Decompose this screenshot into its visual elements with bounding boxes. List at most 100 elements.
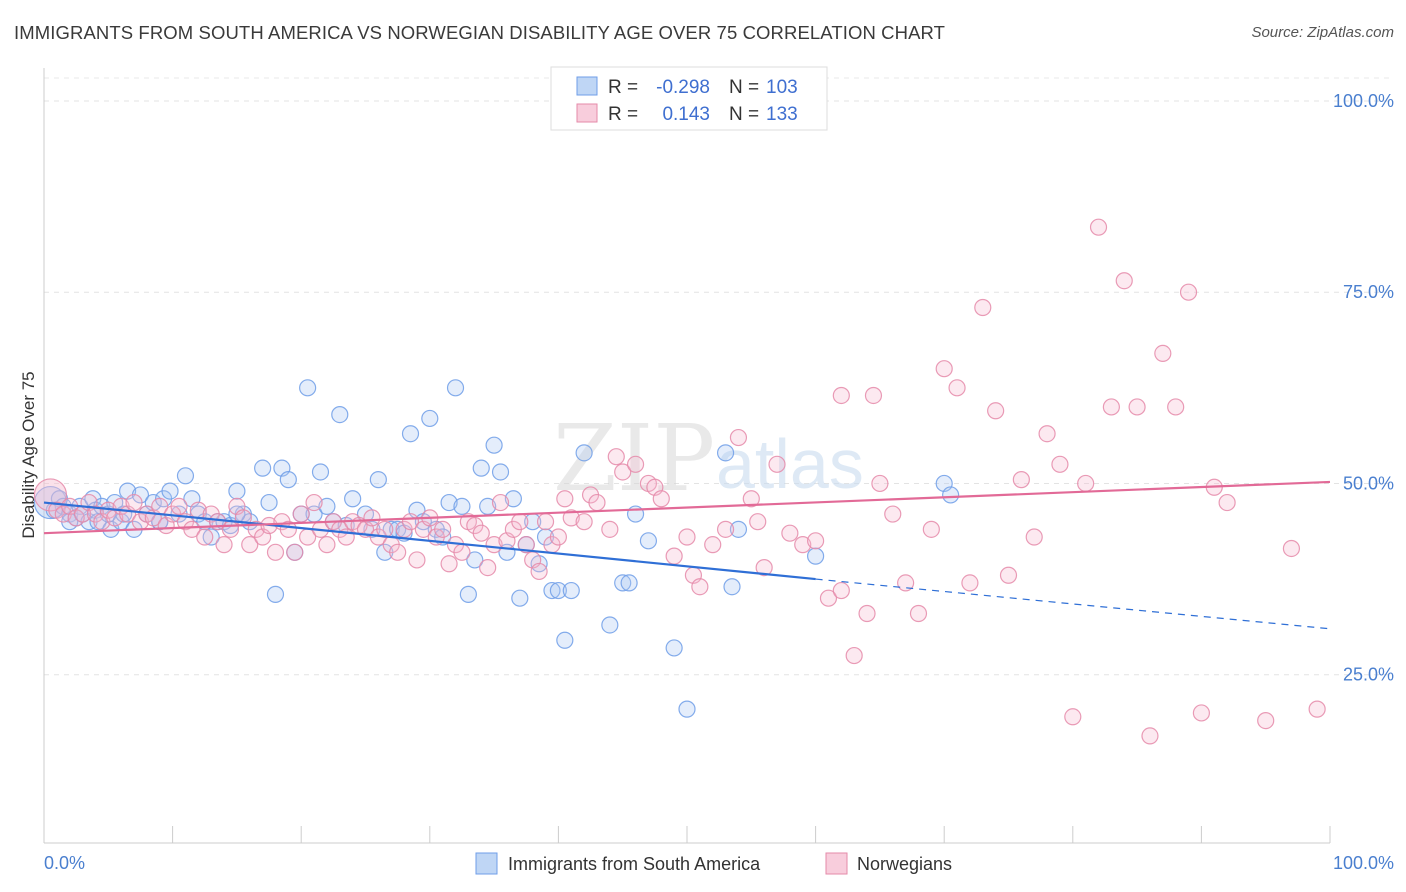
point-norwegians-108	[845, 646, 863, 665]
point-norwegians-99	[742, 490, 760, 508]
point-immigrants-98	[723, 578, 741, 596]
point-norwegians-95	[691, 578, 709, 596]
point-norwegians-104	[794, 536, 812, 554]
point-norwegians-102	[768, 455, 786, 473]
point-immigrants-83	[549, 581, 568, 600]
bottom-legend-swatch-norwegians	[825, 852, 848, 875]
point-norwegians-62	[440, 555, 458, 573]
point-immigrants-86	[575, 444, 593, 462]
y-tick-label-75: 75.0%	[1343, 282, 1394, 302]
y-tick-label-100: 100.0%	[1333, 91, 1394, 111]
point-norwegians-81	[562, 509, 580, 527]
point-immigrants-90	[639, 532, 658, 550]
point-norwegians-115	[935, 360, 953, 378]
point-norwegians-35	[266, 543, 285, 561]
point-norwegians-76	[530, 562, 548, 581]
point-norwegians-132	[1154, 344, 1172, 362]
y-tick-labels: 25.0% 50.0% 75.0% 100.0%	[1333, 91, 1394, 685]
point-norwegians-137	[1218, 493, 1236, 512]
point-immigrants-38	[254, 459, 272, 477]
point-norwegians-138	[1257, 711, 1275, 730]
point-norwegians-22	[183, 520, 201, 538]
point-norwegians-101	[755, 558, 773, 577]
point-norwegians-77	[536, 513, 555, 531]
y-tick-label-50: 50.0%	[1343, 473, 1394, 493]
point-norwegians-127	[1089, 218, 1108, 236]
point-norwegians-88	[626, 455, 645, 473]
point-norwegians-140	[1308, 700, 1326, 718]
watermark-zip: ZIP	[553, 405, 715, 512]
legend-swatch-norwegians	[576, 103, 598, 123]
series-legend: Immigrants from South America Norwegians	[475, 852, 952, 875]
point-norwegians-122	[1025, 528, 1043, 546]
point-immigrants-85	[562, 581, 580, 600]
stats-legend: R = -0.298 N = 103 R = 0.143 N = 133	[550, 66, 828, 131]
point-norwegians-91	[652, 490, 670, 508]
point-norwegians-85	[601, 520, 619, 538]
point-norwegians-86	[607, 448, 625, 466]
point-norwegians-20	[170, 497, 188, 515]
point-norwegians-24	[196, 528, 214, 546]
point-norwegians-116	[948, 379, 966, 397]
point-norwegians-105	[806, 532, 825, 550]
watermark: ZIP atlas	[553, 405, 864, 512]
point-immigrants-82	[543, 581, 561, 600]
y-tick-label-25: 25.0%	[1343, 665, 1394, 685]
point-immigrants-31	[202, 528, 220, 546]
point-immigrants-68	[453, 497, 471, 515]
point-norwegians-87	[614, 463, 632, 481]
legend-r-label-immigrants: R =	[608, 77, 638, 98]
point-immigrants-35	[228, 482, 246, 500]
point-immigrants-92	[678, 700, 696, 718]
source-label: Source: ZipAtlas.com	[1251, 24, 1394, 41]
point-immigrants-55	[369, 471, 387, 489]
watermark-atlas: atlas	[716, 425, 864, 503]
point-immigrants-47	[311, 463, 330, 481]
point-norwegians-125	[1064, 708, 1082, 726]
grid-lines	[44, 77, 1392, 676]
point-immigrants-71	[472, 459, 490, 477]
trend-line-immigrants	[43, 501, 816, 581]
point-immigrants-95	[806, 547, 825, 565]
point-norwegians-117	[961, 574, 979, 592]
x-tick-label-max: 100.0%	[1333, 853, 1394, 873]
point-norwegians-121	[1012, 471, 1030, 489]
point-immigrants-27	[176, 467, 195, 485]
point-norwegians-113	[909, 604, 928, 623]
point-immigrants-99	[620, 574, 638, 592]
point-norwegians-54	[389, 543, 407, 561]
point-norwegians-111	[884, 505, 902, 523]
point-norwegians-139	[1282, 539, 1301, 558]
point-immigrants-39	[260, 493, 278, 512]
point-immigrants-74	[491, 463, 510, 481]
point-norwegians-120	[999, 566, 1018, 584]
point-immigrants-87	[601, 616, 619, 634]
point-immigrants-42	[279, 471, 297, 489]
point-norwegians-68	[479, 558, 497, 577]
point-norwegians-134	[1179, 283, 1198, 301]
point-norwegians-109	[858, 604, 876, 623]
series-norwegians-points	[33, 218, 1326, 745]
legend-r-value-immigrants: -0.298	[656, 77, 710, 98]
y-axis-title: Disability Age Over 75	[19, 371, 38, 538]
point-norwegians-110	[871, 474, 889, 493]
point-immigrants-93	[716, 444, 735, 462]
legend-swatch-immigrants	[576, 76, 598, 96]
point-norwegians-82	[575, 513, 593, 531]
point-immigrants-50	[331, 406, 349, 424]
point-immigrants-40	[266, 585, 285, 603]
legend-r-value-norwegians: 0.143	[662, 104, 710, 125]
point-immigrants-73	[485, 436, 503, 454]
bottom-legend-label-immigrants: Immigrants from South America	[508, 854, 761, 874]
bottom-legend-label-norwegians: Norwegians	[857, 854, 952, 874]
point-norwegians-27	[215, 536, 233, 554]
point-immigrants-91	[665, 639, 683, 657]
point-norwegians-135	[1192, 704, 1211, 722]
trend-lines	[43, 480, 1331, 630]
point-immigrants-60	[401, 425, 420, 443]
point-norwegians-126	[1077, 474, 1095, 493]
point-immigrants-25	[161, 482, 179, 500]
point-immigrants-94	[729, 520, 748, 538]
axes	[43, 68, 1331, 844]
